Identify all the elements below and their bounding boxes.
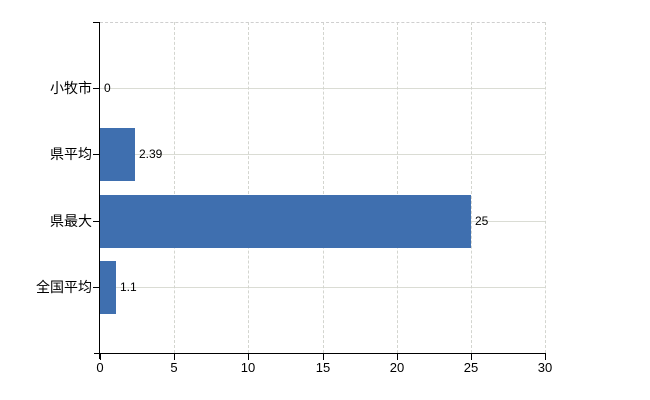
category-label: 全国平均 [36, 279, 92, 295]
x-tick-label: 25 [463, 360, 479, 375]
value-label: 25 [475, 214, 489, 228]
y-axis-tick [93, 88, 100, 89]
x-tick-label: 30 [537, 360, 553, 375]
gridline-vertical [397, 22, 398, 353]
y-axis-tick [93, 221, 100, 222]
gridline-vertical [174, 22, 175, 353]
x-tick-label: 10 [240, 360, 256, 375]
x-axis-tick [323, 354, 324, 360]
value-label: 2.39 [139, 147, 163, 161]
bar [100, 195, 471, 248]
gridline-horizontal [100, 88, 545, 89]
y-axis-tick [93, 287, 100, 288]
bar [100, 261, 116, 314]
x-tick-label: 5 [170, 360, 178, 375]
category-label: 県最大 [50, 213, 92, 229]
x-axis-tick [471, 354, 472, 360]
gridline-horizontal [100, 154, 545, 155]
y-axis-tick [93, 22, 100, 23]
x-axis-tick [545, 354, 546, 360]
gridline-vertical [323, 22, 324, 353]
y-axis [99, 22, 100, 359]
gridline-vertical [545, 22, 546, 353]
y-axis-tick [93, 154, 100, 155]
x-axis [94, 353, 546, 354]
x-tick-label: 15 [315, 360, 331, 375]
gridline-vertical [248, 22, 249, 353]
bar [100, 128, 135, 181]
value-label: 0 [104, 81, 111, 95]
category-label: 県平均 [50, 146, 92, 162]
x-tick-label: 20 [389, 360, 405, 375]
value-label: 1.1 [120, 280, 137, 294]
x-tick-label: 0 [96, 360, 104, 375]
plot-top-border [100, 22, 545, 23]
category-label: 小牧市 [50, 80, 92, 96]
gridline-horizontal [100, 287, 545, 288]
x-axis-tick [100, 354, 101, 360]
gridline-vertical [471, 22, 472, 353]
x-axis-tick [174, 354, 175, 360]
x-axis-tick [248, 354, 249, 360]
x-axis-tick [397, 354, 398, 360]
